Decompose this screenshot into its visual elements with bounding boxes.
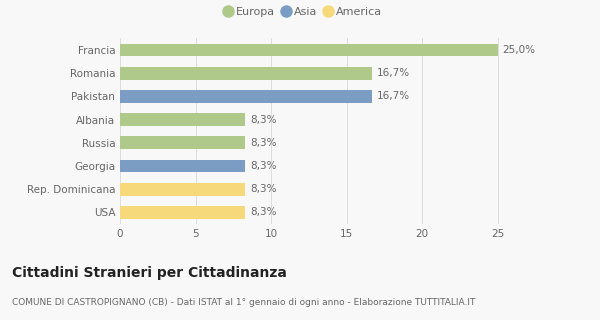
Bar bbox=[120, 206, 245, 219]
Bar bbox=[120, 90, 373, 103]
Legend: Europa, Asia, America: Europa, Asia, America bbox=[222, 3, 385, 20]
Bar bbox=[120, 183, 245, 196]
Text: 25,0%: 25,0% bbox=[502, 45, 535, 55]
Text: 8,3%: 8,3% bbox=[250, 138, 277, 148]
Bar bbox=[120, 44, 498, 56]
Text: 8,3%: 8,3% bbox=[250, 184, 277, 194]
Bar bbox=[120, 136, 245, 149]
Bar bbox=[120, 113, 245, 126]
Text: 16,7%: 16,7% bbox=[377, 68, 410, 78]
Text: 8,3%: 8,3% bbox=[250, 115, 277, 124]
Bar bbox=[120, 160, 245, 172]
Text: 16,7%: 16,7% bbox=[377, 92, 410, 101]
Text: Cittadini Stranieri per Cittadinanza: Cittadini Stranieri per Cittadinanza bbox=[12, 266, 287, 280]
Text: 8,3%: 8,3% bbox=[250, 161, 277, 171]
Text: COMUNE DI CASTROPIGNANO (CB) - Dati ISTAT al 1° gennaio di ogni anno - Elaborazi: COMUNE DI CASTROPIGNANO (CB) - Dati ISTA… bbox=[12, 298, 475, 307]
Text: 8,3%: 8,3% bbox=[250, 207, 277, 217]
Bar bbox=[120, 67, 373, 80]
